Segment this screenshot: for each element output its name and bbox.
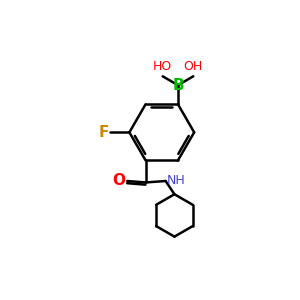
Text: B: B	[172, 78, 184, 93]
Text: HO: HO	[153, 60, 172, 73]
Text: F: F	[98, 125, 109, 140]
Text: O: O	[112, 173, 125, 188]
Text: OH: OH	[184, 60, 203, 73]
Text: NH: NH	[167, 175, 186, 188]
